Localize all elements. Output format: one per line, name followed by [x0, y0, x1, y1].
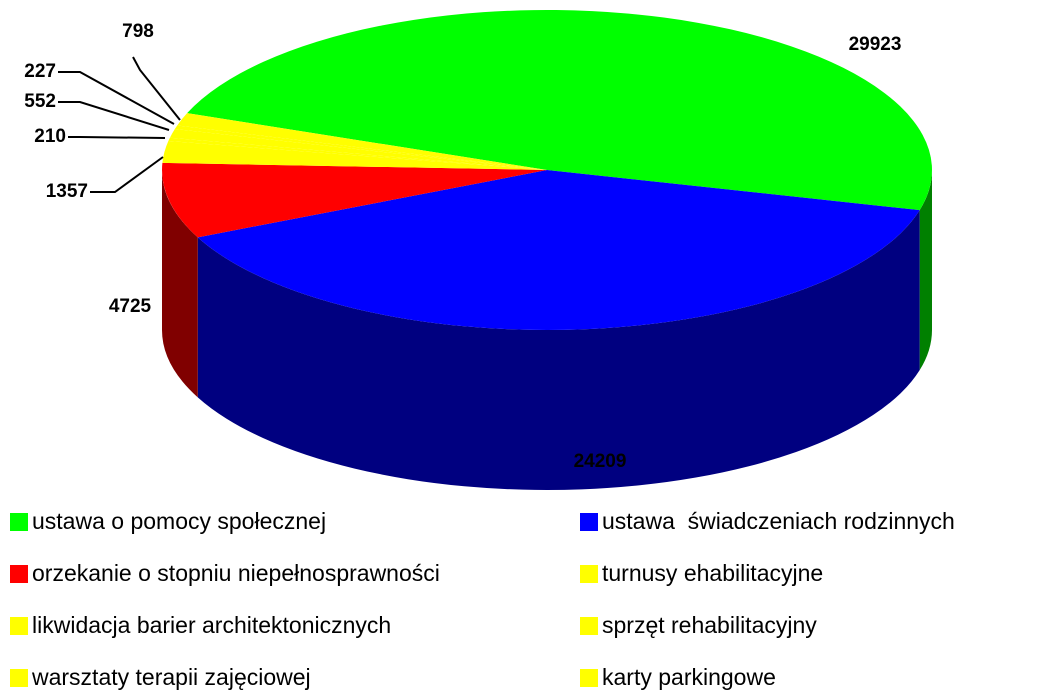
legend-label: ustawa o pomocy społecznej	[32, 508, 326, 534]
legend-swatch	[580, 617, 598, 635]
legend-swatch	[580, 669, 598, 687]
pie-slice	[169, 128, 547, 170]
legend-swatch	[580, 513, 598, 531]
legend-swatch	[10, 513, 28, 531]
pie-side	[162, 170, 198, 398]
legend-label: karty parkingowe	[602, 664, 776, 690]
value-label: 227	[24, 61, 56, 82]
value-label: 210	[34, 126, 66, 147]
pie-slice	[162, 141, 547, 170]
legend-label: ustawa świadczeniach rodzinnych	[602, 508, 955, 534]
leader-line	[58, 101, 170, 131]
pie-slice	[187, 10, 932, 211]
pie-slice	[177, 113, 547, 170]
legend-label: sprzęt rehabilitacyjny	[602, 612, 817, 638]
pie-slice	[162, 162, 548, 238]
legend-swatch	[580, 565, 598, 583]
legend-label: orzekanie o stopniu niepełnosprawności	[32, 560, 440, 586]
legend-label: warsztaty terapii zajęciowej	[31, 664, 311, 690]
legend-label: turnusy ehabilitacyjne	[602, 560, 823, 586]
leader-line	[68, 136, 166, 139]
legend-swatch	[10, 565, 28, 583]
legend-swatch	[10, 669, 28, 687]
value-label: 1357	[46, 181, 88, 202]
value-label: 29923	[849, 34, 902, 55]
legend-swatch	[10, 617, 28, 635]
value-label: 552	[24, 91, 56, 112]
value-label: 798	[122, 21, 154, 42]
value-label: 4725	[109, 296, 152, 317]
leader-line	[58, 71, 175, 125]
leader-line	[90, 156, 164, 193]
leader-line	[132, 56, 181, 121]
pie-side	[197, 210, 920, 490]
pie-side	[919, 170, 932, 371]
pie-slice	[197, 170, 920, 330]
legend-label: likwidacja barier architektonicznych	[32, 612, 391, 638]
pie-slice	[174, 125, 547, 170]
value-label: 24209	[574, 451, 627, 472]
pie-slice	[168, 137, 547, 170]
